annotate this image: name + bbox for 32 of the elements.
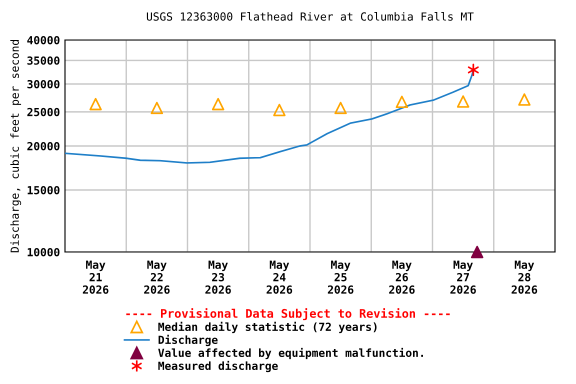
- legend-label: Value affected by equipment malfunction.: [158, 348, 423, 360]
- point: [273, 104, 286, 116]
- x-tick-label: May 22 2026: [144, 260, 170, 294]
- point: [334, 102, 347, 114]
- legend-label: Measured discharge: [158, 360, 278, 372]
- point: [518, 93, 531, 106]
- y-tick-label: 35000: [27, 56, 60, 65]
- chart-title: USGS 12363000 Flathead River at Columbia Falls MT: [146, 12, 474, 21]
- x-tick-label: May 27 2026: [450, 260, 476, 294]
- y-tick-label: 40000: [27, 36, 60, 44]
- point: [396, 96, 408, 108]
- x-tick-label: May 21 2026: [82, 260, 108, 294]
- point: [456, 95, 470, 108]
- y-tick-label: 25000: [27, 108, 60, 116]
- x-tick-label: May 23 2026: [205, 260, 231, 294]
- point: [212, 98, 224, 110]
- y-tick-label: 20000: [27, 142, 60, 150]
- y-axis-title: Discharge, cubic feet per second: [10, 40, 22, 252]
- point: [468, 64, 479, 76]
- y-tick-label: 15000: [28, 186, 60, 194]
- point: [150, 102, 164, 114]
- legend-label: Median daily statistic (72 years): [158, 322, 377, 334]
- x-tick-label: May 28 2026: [512, 260, 538, 294]
- point: [470, 246, 484, 258]
- x-tick-label: May 24 2026: [266, 260, 292, 294]
- point: [89, 98, 102, 110]
- x-tick-label: May 26 2026: [389, 260, 415, 294]
- legend-label: Discharge: [158, 334, 218, 346]
- x-tick-label: May 25 2026: [328, 260, 354, 294]
- y-tick-label: 30000: [27, 80, 60, 88]
- legend-title: ---- Provisional Data Subject to Revision ----: [126, 308, 450, 320]
- y-tick-label: 10000: [28, 248, 60, 256]
